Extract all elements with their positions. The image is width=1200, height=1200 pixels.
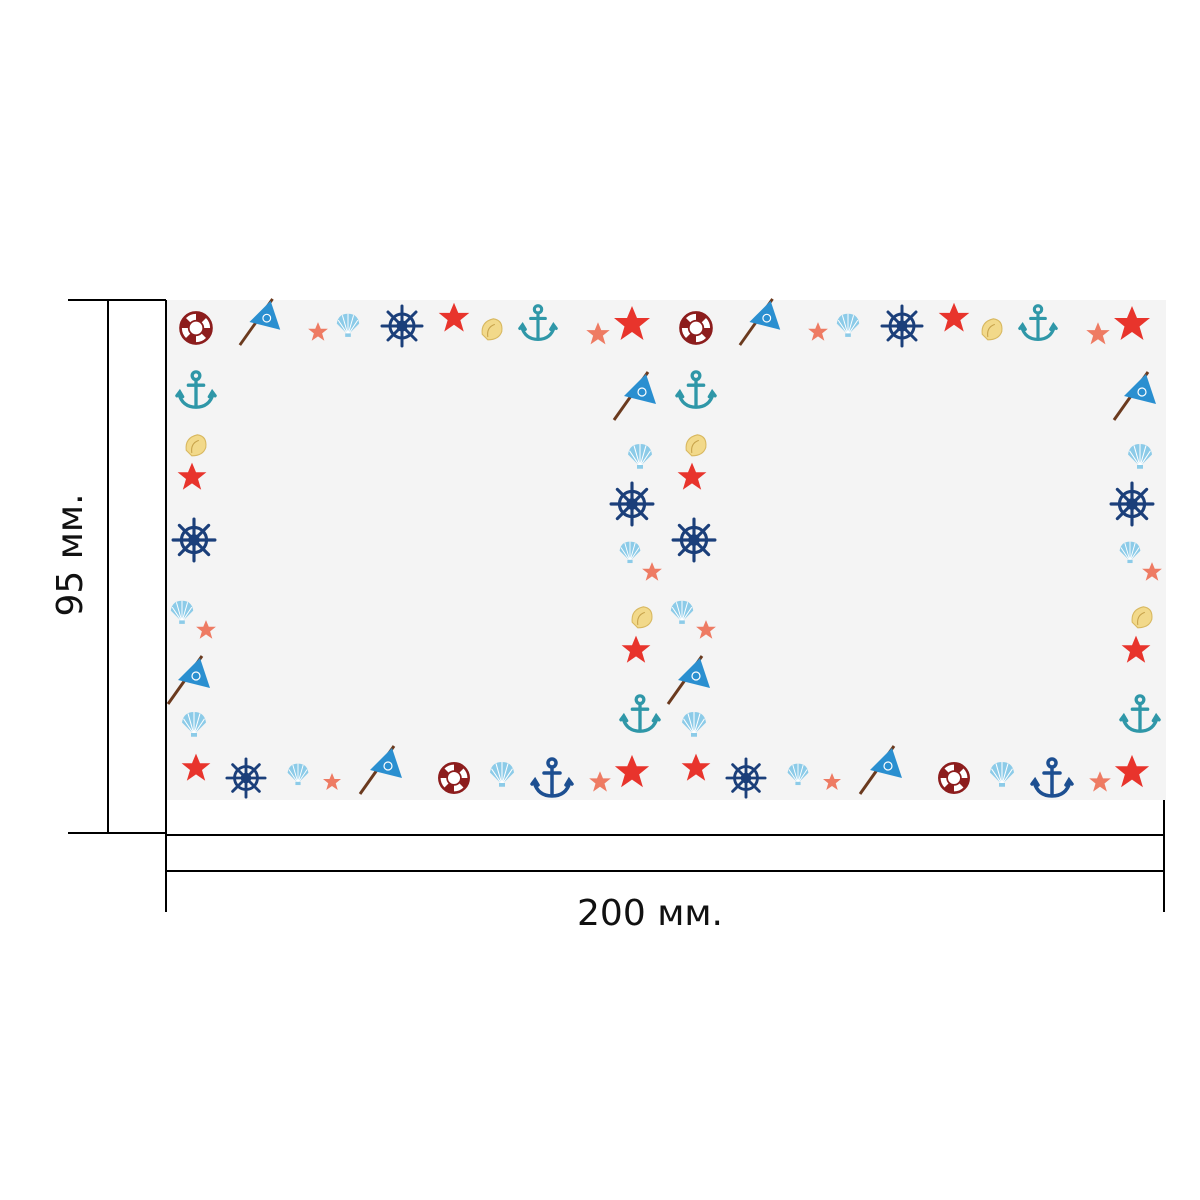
card-left [166,300,666,800]
ship-wheel-icon [725,757,767,799]
ship-wheel-icon [671,517,717,563]
ship-wheel-icon [880,304,924,348]
lifebuoy-icon [938,762,970,794]
ship-wheel-icon [225,757,267,799]
ship-wheel-icon [1109,481,1155,527]
lifebuoy-icon [679,311,713,345]
ship-wheel-icon [609,481,655,527]
ship-wheel-icon [380,304,424,348]
width-dimension [165,800,1165,912]
lifebuoy-icon [179,311,213,345]
height-label: 95 мм. [50,493,91,616]
card-right [666,300,1166,800]
width-label: 200 мм. [577,893,723,934]
ship-wheel-icon [171,517,217,563]
lifebuoy-icon [438,762,470,794]
height-dimension [68,299,167,834]
